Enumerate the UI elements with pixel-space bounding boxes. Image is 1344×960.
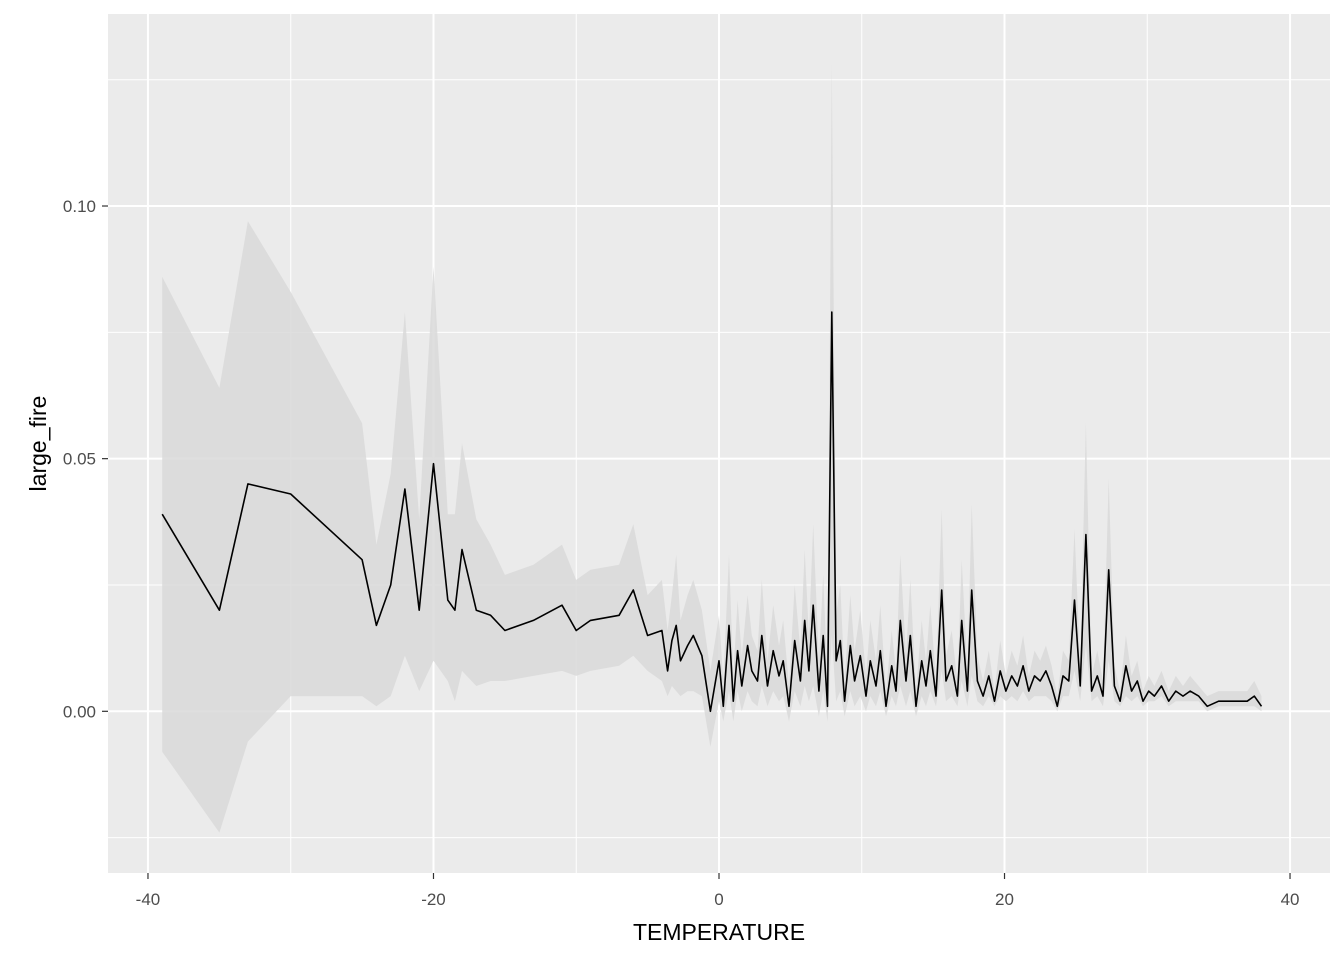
x-tick-label: -20 — [421, 890, 446, 909]
confidence-ribbon-layer — [162, 64, 1262, 833]
y-tick-label: 0.05 — [63, 450, 96, 469]
x-tick-label: 40 — [1281, 890, 1300, 909]
y-axis-ticks: 0.00 0.05 0.10 — [63, 197, 108, 721]
y-tick-label: 0.00 — [63, 702, 96, 721]
y-tick-label: 0.10 — [63, 197, 96, 216]
x-tick-label: -40 — [136, 890, 161, 909]
x-axis-ticks: -40 -20 0 20 40 — [136, 873, 1300, 909]
y-axis-title: large_fire — [25, 396, 51, 492]
x-tick-label: 0 — [714, 890, 723, 909]
series-line-layer — [161, 311, 1263, 713]
x-tick-label: 20 — [995, 890, 1014, 909]
x-axis-title: TEMPERATURE — [633, 919, 805, 945]
series-line — [161, 311, 1263, 713]
confidence-ribbon — [162, 64, 1262, 833]
